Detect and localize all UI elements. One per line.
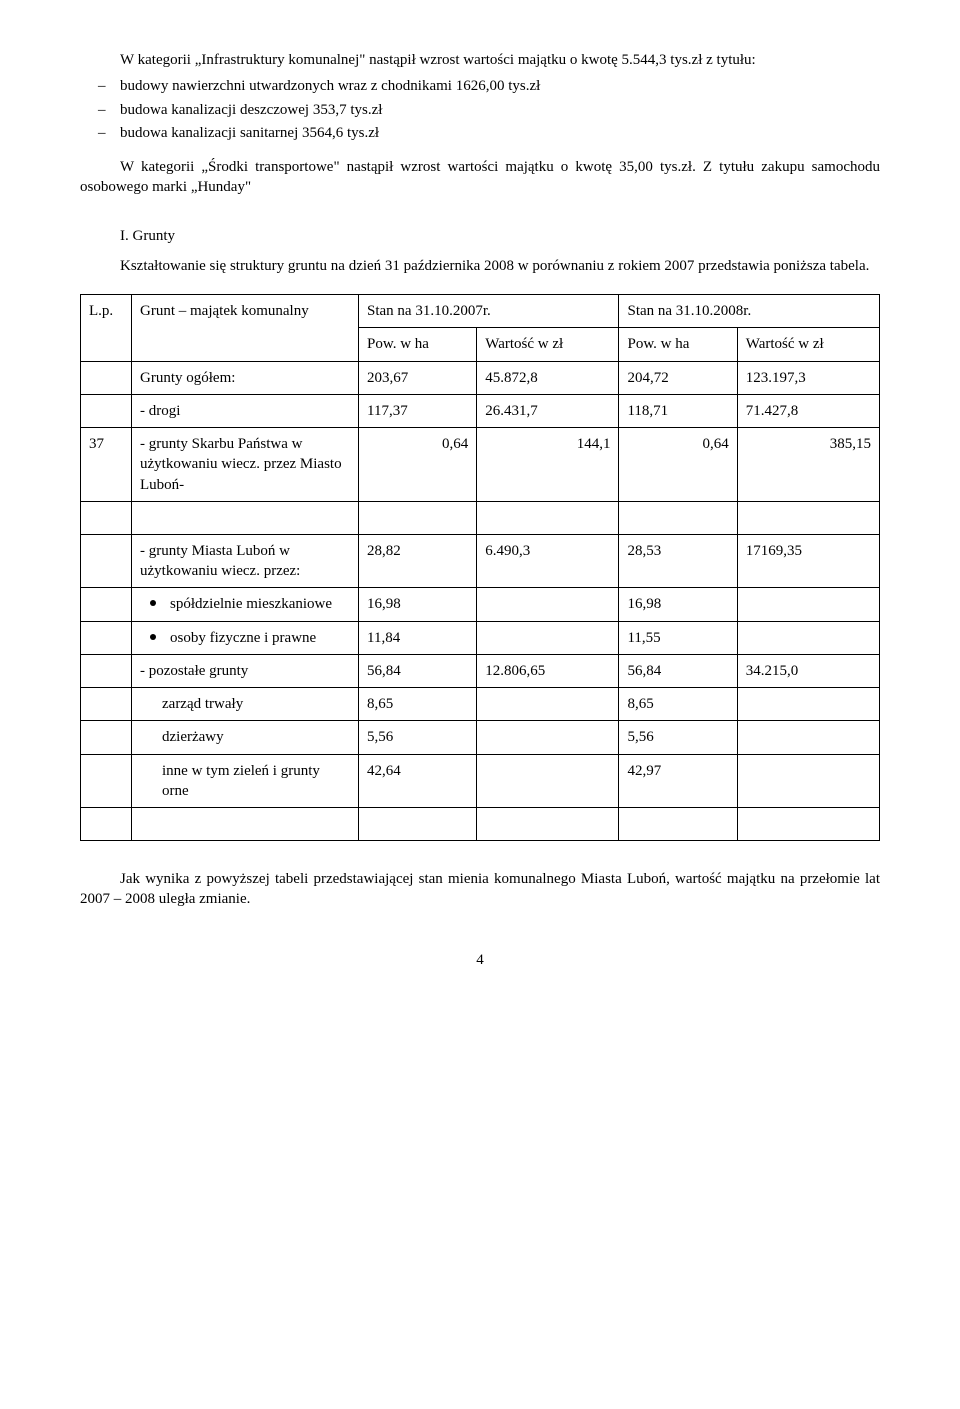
cell-val: 56,84 — [619, 654, 737, 687]
cell-val: 123.197,3 — [737, 361, 879, 394]
intro-bullet-1: budowy nawierzchni utwardzonych wraz z c… — [80, 76, 880, 96]
intro-para-2: W kategorii „Środki transportowe" nastąp… — [80, 157, 880, 198]
cell-val: 6.490,3 — [477, 534, 619, 588]
cell-label: Grunty ogółem: — [132, 361, 359, 394]
cell-val: 0,64 — [619, 428, 737, 502]
intro-bullet-2: budowa kanalizacji deszczowej 353,7 tys.… — [80, 100, 880, 120]
cell-val — [737, 621, 879, 654]
cell-val — [477, 754, 619, 808]
table-row: inne w tym zieleń i grunty orne 42,64 42… — [81, 754, 880, 808]
cell-val: 56,84 — [359, 654, 477, 687]
cell-val: 204,72 — [619, 361, 737, 394]
table-row: spółdzielnie mieszkaniowe 16,98 16,98 — [81, 588, 880, 621]
cell-label: - pozostałe grunty — [132, 654, 359, 687]
cell-val: 11,55 — [619, 621, 737, 654]
table-row: dzierżawy 5,56 5,56 — [81, 721, 880, 754]
cell-val: 28,82 — [359, 534, 477, 588]
cell-label-sub: zarząd trwały — [140, 694, 350, 714]
cell-val: 16,98 — [619, 588, 737, 621]
cell-label-sub: dzierżawy — [140, 727, 350, 747]
cell-val: 5,56 — [619, 721, 737, 754]
table-row: - grunty Miasta Luboń w użytkowaniu wiec… — [81, 534, 880, 588]
table-row: osoby fizyczne i prawne 11,84 11,55 — [81, 621, 880, 654]
cell-val: 144,1 — [477, 428, 619, 502]
cell-val: 8,65 — [619, 688, 737, 721]
th-wart08: Wartość w zł — [737, 328, 879, 361]
cell-val: 117,37 — [359, 394, 477, 427]
intro-bullet-3: budowa kanalizacji sanitarnej 3564,6 tys… — [80, 123, 880, 143]
cell-val — [737, 721, 879, 754]
cell-val — [737, 688, 879, 721]
cell-val: 28,53 — [619, 534, 737, 588]
table-row-empty — [81, 808, 880, 841]
intro-para-1: W kategorii „Infrastruktury komunalnej" … — [80, 50, 880, 70]
cell-val: 42,64 — [359, 754, 477, 808]
grunty-heading: I. Grunty — [80, 226, 880, 246]
cell-val: 203,67 — [359, 361, 477, 394]
cell-val: 5,56 — [359, 721, 477, 754]
th-grunt: Grunt – majątek komunalny — [132, 295, 359, 362]
cell-num: 37 — [81, 428, 132, 502]
cell-val: 26.431,7 — [477, 394, 619, 427]
cell-label-bullet: osoby fizyczne i prawne — [140, 628, 350, 648]
th-stan08: Stan na 31.10.2008r. — [619, 295, 880, 328]
cell-label-sub: inne w tym zieleń i grunty orne — [140, 761, 350, 802]
cell-val: 45.872,8 — [477, 361, 619, 394]
cell-val — [477, 688, 619, 721]
cell-val: 17169,35 — [737, 534, 879, 588]
cell-val — [477, 721, 619, 754]
cell-val: 11,84 — [359, 621, 477, 654]
cell-label-bullet: spółdzielnie mieszkaniowe — [140, 594, 350, 614]
cell-val: 0,64 — [359, 428, 477, 502]
cell-val: 34.215,0 — [737, 654, 879, 687]
table-row: 37 - grunty Skarbu Państwa w użytkowaniu… — [81, 428, 880, 502]
th-lp: L.p. — [81, 295, 132, 362]
table-row: zarząd trwały 8,65 8,65 — [81, 688, 880, 721]
cell-val: 71.427,8 — [737, 394, 879, 427]
th-pow07: Pow. w ha — [359, 328, 477, 361]
th-pow08: Pow. w ha — [619, 328, 737, 361]
cell-val: 42,97 — [619, 754, 737, 808]
th-wart07: Wartość w zł — [477, 328, 619, 361]
th-stan07: Stan na 31.10.2007r. — [359, 295, 619, 328]
intro-bullet-list: budowy nawierzchni utwardzonych wraz z c… — [80, 76, 880, 143]
cell-val — [477, 621, 619, 654]
grunty-table: L.p. Grunt – majątek komunalny Stan na 3… — [80, 294, 880, 841]
cell-val: 8,65 — [359, 688, 477, 721]
cell-label: - grunty Miasta Luboń w użytkowaniu wiec… — [132, 534, 359, 588]
cell-val — [737, 754, 879, 808]
table-row: - pozostałe grunty 56,84 12.806,65 56,84… — [81, 654, 880, 687]
cell-val: 118,71 — [619, 394, 737, 427]
table-row: Grunty ogółem: 203,67 45.872,8 204,72 12… — [81, 361, 880, 394]
cell-label: - drogi — [132, 394, 359, 427]
cell-val: 385,15 — [737, 428, 879, 502]
cell-val — [477, 588, 619, 621]
table-row: - drogi 117,37 26.431,7 118,71 71.427,8 — [81, 394, 880, 427]
outro-para: Jak wynika z powyższej tabeli przedstawi… — [80, 869, 880, 910]
cell-val — [737, 588, 879, 621]
cell-val: 12.806,65 — [477, 654, 619, 687]
intro-text-1: W kategorii „Infrastruktury komunalnej" … — [80, 50, 756, 70]
cell-val: 16,98 — [359, 588, 477, 621]
table-header-row-1: L.p. Grunt – majątek komunalny Stan na 3… — [81, 295, 880, 328]
page-number: 4 — [80, 950, 880, 970]
cell-label: - grunty Skarbu Państwa w użytkowaniu wi… — [132, 428, 359, 502]
table-row-empty — [81, 501, 880, 534]
grunty-lead: Kształtowanie się struktury gruntu na dz… — [80, 256, 880, 276]
